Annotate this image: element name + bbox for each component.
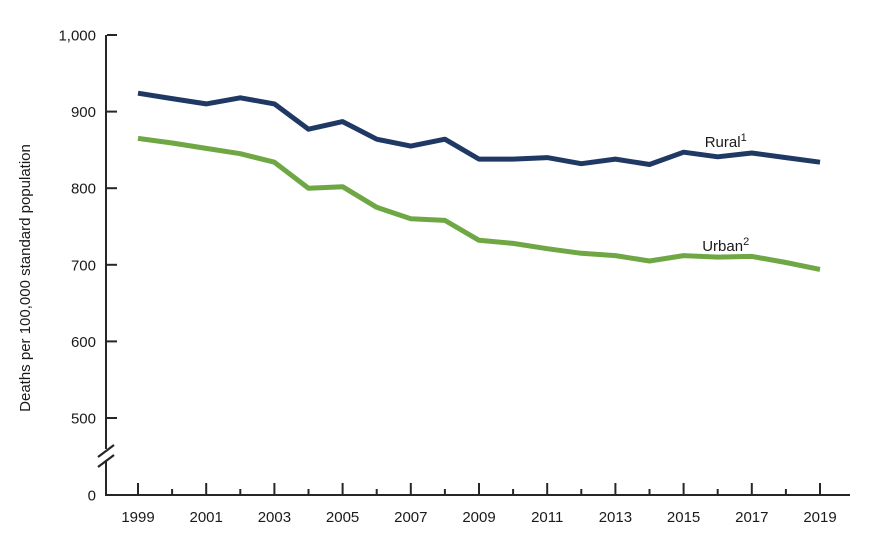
y-tick-label: 0 — [88, 488, 96, 505]
x-tick-label: 2001 — [190, 509, 223, 526]
rural-series-label: Rural1 — [705, 132, 747, 151]
x-tick-label: 1999 — [121, 509, 154, 526]
y-tick-label: 500 — [71, 411, 96, 428]
x-tick-label: 2019 — [803, 509, 836, 526]
y-tick-label: 600 — [71, 334, 96, 351]
rural-line — [137, 90, 821, 167]
x-tick-label: 2017 — [735, 509, 768, 526]
x-tick-label: 2007 — [394, 509, 427, 526]
x-tick-label: 2015 — [667, 509, 700, 526]
y-tick-label: 800 — [71, 181, 96, 198]
x-axis: 1999 2001 2003 2005 2007 2009 2011 2013 2015 2017… — [105, 483, 850, 526]
y-tick-label: 1,000 — [58, 28, 96, 45]
y-tick-label: 900 — [71, 104, 96, 121]
x-tick-label: 2009 — [462, 509, 495, 526]
urban-series-label: Urban2 — [702, 236, 749, 255]
x-tick-label: 2003 — [258, 509, 291, 526]
y-axis: 1,000 900 800 700 600 500 0 — [58, 28, 117, 505]
y-axis-title: Deaths per 100,000 standard population — [17, 144, 34, 412]
x-tick-label: 2011 — [531, 509, 563, 526]
y-axis-break-icon — [97, 444, 115, 468]
x-tick-label: 2005 — [326, 509, 359, 526]
x-tick-label: 2013 — [599, 509, 632, 526]
urban-line — [137, 135, 821, 272]
y-tick-label: 700 — [71, 257, 96, 274]
